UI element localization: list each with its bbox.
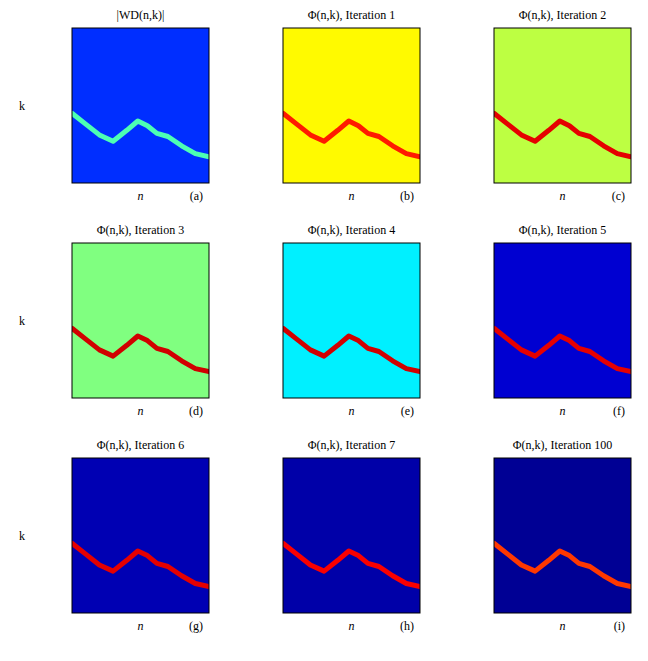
- frame: [283, 28, 420, 183]
- x-axis-label: n: [349, 189, 355, 203]
- panel-label: (d): [189, 404, 203, 418]
- panel-title: Φ(n,k), Iteration 6: [97, 438, 184, 452]
- x-axis-label: n: [138, 189, 144, 203]
- x-axis-label: n: [138, 619, 144, 633]
- x-axis-label: n: [560, 404, 566, 418]
- panel-label: (i): [614, 619, 625, 633]
- plot-area: [283, 28, 420, 183]
- background-cells: [283, 458, 420, 613]
- panel-label: (f): [613, 404, 625, 418]
- frame: [283, 458, 420, 613]
- panel: |WD(n,k)| n (a) k: [19, 8, 209, 203]
- frame: [72, 243, 209, 398]
- figure: |WD(n,k)|n(a)kΦ(n,k), Iteration 1n(b)Φ(n…: [0, 0, 648, 661]
- x-axis-label: n: [138, 404, 144, 418]
- panel-title: |WD(n,k)|: [117, 8, 165, 22]
- frame: [283, 243, 420, 398]
- x-axis-label: n: [349, 619, 355, 633]
- panel: Φ(n,k), Iteration 100 n (i): [494, 438, 631, 633]
- panel-label: (g): [189, 619, 203, 633]
- frame: [72, 458, 209, 613]
- panel-label: (c): [612, 189, 625, 203]
- background-cells: [494, 458, 631, 613]
- plot-area: [494, 458, 631, 613]
- frame: [72, 28, 209, 183]
- plot-area: [283, 458, 420, 613]
- plot-area: [494, 28, 631, 183]
- y-axis-label: k: [19, 529, 25, 543]
- panel: Φ(n,k), Iteration 4 n (e): [283, 223, 420, 418]
- panel: Φ(n,k), Iteration 2 n (c): [494, 8, 631, 203]
- background-cells: [283, 28, 420, 183]
- panel: Φ(n,k), Iteration 6 n (g) k: [19, 438, 209, 633]
- ridge: [283, 328, 420, 371]
- background-cells: [283, 243, 420, 398]
- background-cells: [494, 28, 631, 183]
- x-axis-label: n: [560, 619, 566, 633]
- x-axis-label: n: [349, 404, 355, 418]
- plot-area: [72, 458, 209, 613]
- plot-area: [72, 28, 209, 183]
- panel-title: Φ(n,k), Iteration 4: [308, 223, 395, 237]
- panel-title: Φ(n,k), Iteration 100: [513, 438, 612, 452]
- ridge: [72, 543, 209, 586]
- panel: Φ(n,k), Iteration 3 n (d) k: [19, 223, 209, 418]
- panel-title: Φ(n,k), Iteration 7: [308, 438, 395, 452]
- panel-label: (a): [190, 189, 203, 203]
- background-cells: [72, 28, 209, 183]
- x-axis-label: n: [560, 189, 566, 203]
- panel-title: Φ(n,k), Iteration 3: [97, 223, 184, 237]
- plot-area: [494, 243, 631, 398]
- background-cells: [494, 243, 631, 398]
- panel-label: (h): [400, 619, 414, 633]
- frame: [494, 243, 631, 398]
- panel-title: Φ(n,k), Iteration 5: [519, 223, 606, 237]
- y-axis-label: k: [19, 99, 25, 113]
- ridge: [283, 543, 420, 586]
- panel-label: (e): [401, 404, 414, 418]
- panel: Φ(n,k), Iteration 7 n (h): [283, 438, 420, 633]
- ridge: [72, 113, 209, 156]
- ridge: [494, 543, 631, 586]
- ridge: [494, 113, 631, 156]
- ridge: [72, 328, 209, 371]
- plot-area: [72, 243, 209, 398]
- panel: Φ(n,k), Iteration 1 n (b): [283, 8, 420, 203]
- panel-title: Φ(n,k), Iteration 2: [519, 8, 606, 22]
- plot-area: [283, 243, 420, 398]
- background-cells: [72, 243, 209, 398]
- frame: [494, 28, 631, 183]
- background-cells: [72, 458, 209, 613]
- ridge: [494, 328, 631, 371]
- y-axis-label: k: [19, 314, 25, 328]
- ridge: [283, 113, 420, 156]
- panel-label: (b): [400, 189, 414, 203]
- panel: Φ(n,k), Iteration 5 n (f): [494, 223, 631, 418]
- panel-title: Φ(n,k), Iteration 1: [308, 8, 395, 22]
- frame: [494, 458, 631, 613]
